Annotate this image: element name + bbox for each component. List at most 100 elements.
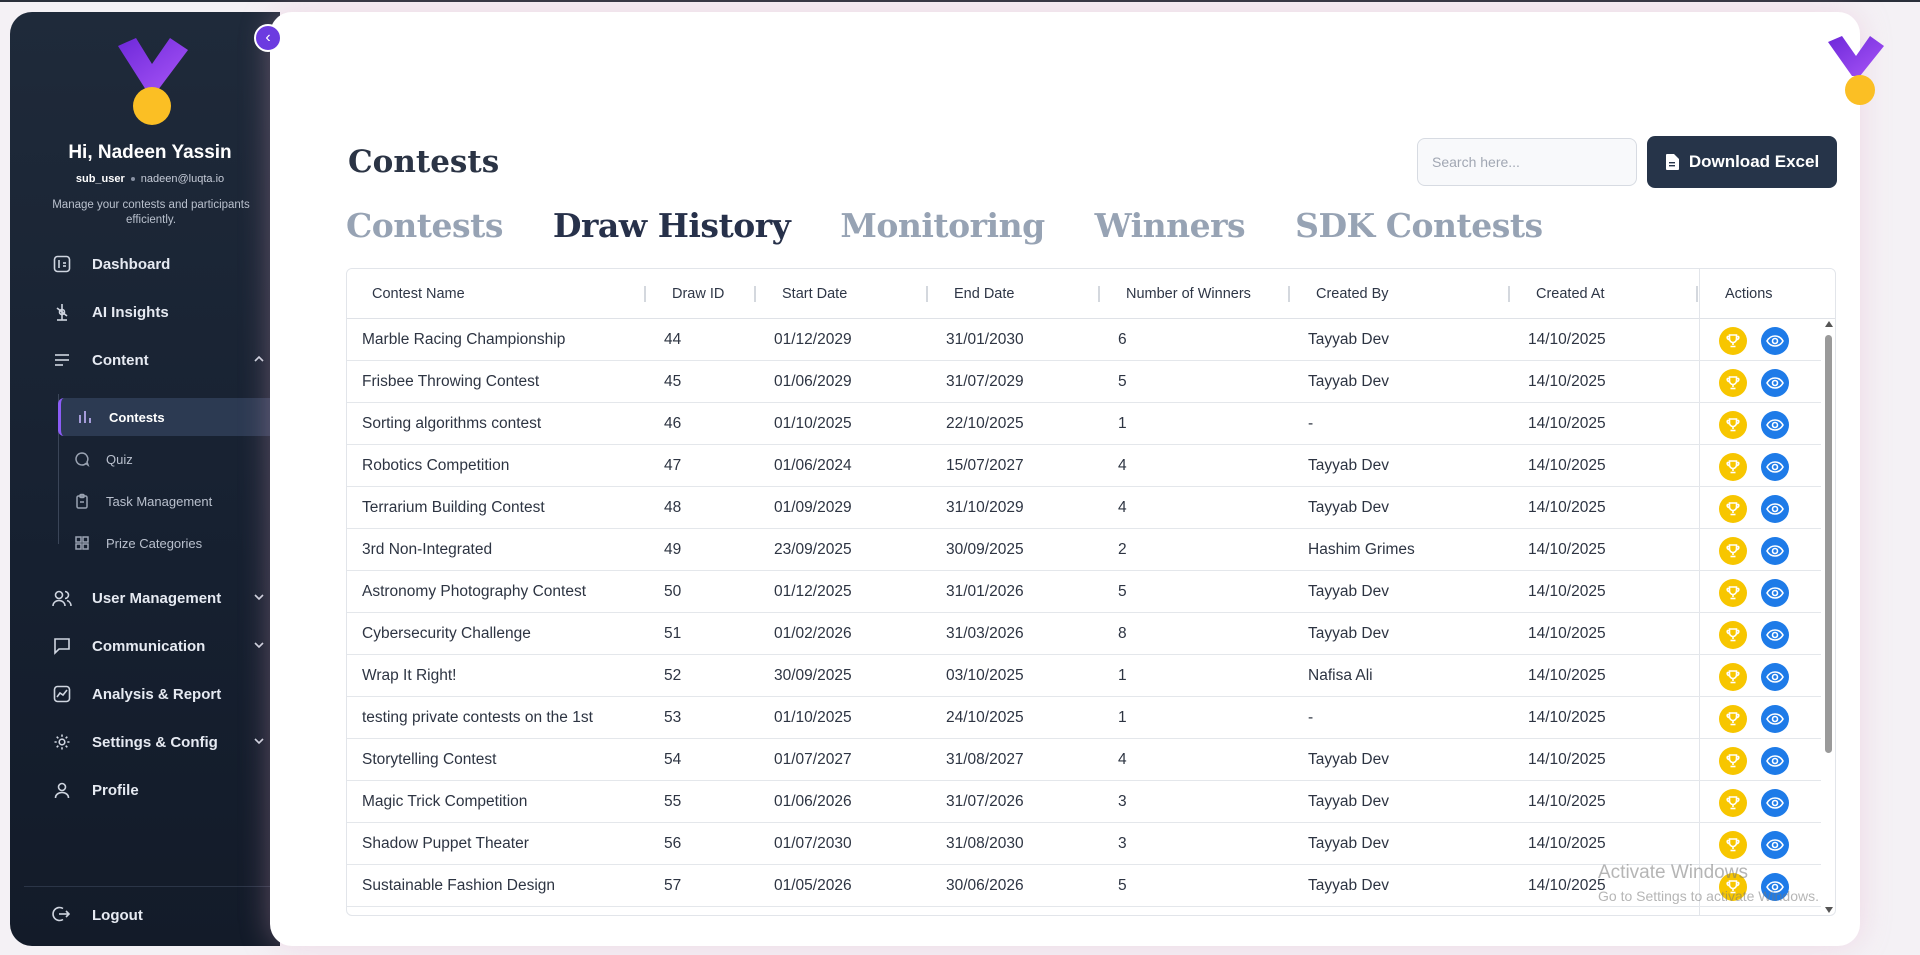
table-row[interactable]: Sorting algorithms contest 46 01/10/2025 22… [347, 403, 1821, 445]
trophy-icon[interactable] [1719, 537, 1747, 565]
tab-contests[interactable]: Contests [346, 206, 503, 245]
cell-number-of-winners: 5 [1118, 583, 1127, 600]
eye-icon[interactable] [1761, 411, 1789, 439]
eye-icon[interactable] [1761, 831, 1789, 859]
trophy-icon[interactable] [1719, 873, 1747, 901]
sidebar-subitem-prize-categories[interactable]: Prize Categories [58, 524, 280, 562]
sidebar-item-communication[interactable]: Communication [32, 626, 280, 666]
chevron-down-icon [254, 642, 264, 649]
logout-button[interactable]: Logout [32, 897, 143, 933]
column-resize-handle[interactable] [1508, 286, 1510, 302]
cell-number-of-winners: 4 [1118, 457, 1127, 474]
trophy-icon[interactable] [1719, 747, 1747, 775]
trophy-icon[interactable] [1719, 495, 1747, 523]
trophy-icon[interactable] [1719, 789, 1747, 817]
table-row[interactable]: Cybersecurity Challenge 51 01/02/2026 31/03… [347, 613, 1821, 655]
column-resize-handle[interactable] [1098, 286, 1100, 302]
sidebar-subitem-quiz[interactable]: Quiz [58, 440, 280, 478]
table-row[interactable]: Robotics Competition 47 01/06/2024 15/07/20… [347, 445, 1821, 487]
sidebar-item-label: Communication [92, 637, 206, 655]
trophy-icon[interactable] [1719, 663, 1747, 691]
trophy-icon[interactable] [1719, 705, 1747, 733]
trophy-icon[interactable] [1719, 621, 1747, 649]
gear-icon [52, 732, 72, 752]
eye-icon[interactable] [1761, 873, 1789, 901]
eye-icon[interactable] [1761, 453, 1789, 481]
trophy-icon[interactable] [1719, 579, 1747, 607]
sidebar-item-ai-insights[interactable]: AI Insights [32, 292, 280, 332]
scrollbar-thumb[interactable] [1825, 335, 1832, 753]
table-row[interactable]: 3rd Non-Integrated 49 23/09/2025 30/09/2025… [347, 529, 1821, 571]
eye-icon[interactable] [1761, 579, 1789, 607]
profile-icon [52, 780, 72, 800]
cell-contest-name: Frisbee Throwing Contest [362, 373, 540, 390]
eye-icon[interactable] [1761, 495, 1789, 523]
scroll-down-arrow-icon[interactable] [1825, 907, 1833, 913]
table-row[interactable]: Sustainable Fashion Design 57 01/05/2026 30… [347, 865, 1821, 907]
eye-icon[interactable] [1761, 747, 1789, 775]
cell-created-by: Tayyab Dev [1308, 877, 1389, 894]
trophy-icon[interactable] [1719, 327, 1747, 355]
table-row[interactable]: Frisbee Throwing Contest 45 01/06/2029 31/0… [347, 361, 1821, 403]
trophy-icon[interactable] [1719, 369, 1747, 397]
sidebar-item-analysis-report[interactable]: Analysis & Report [32, 674, 280, 714]
trophy-icon[interactable] [1719, 831, 1747, 859]
eye-icon[interactable] [1761, 705, 1789, 733]
column-header-number-of-winners[interactable]: Number of Winners [1126, 286, 1251, 302]
column-header-end-date[interactable]: End Date [954, 286, 1015, 302]
table-row[interactable]: Storytelling Contest 54 01/07/2027 31/08/20… [347, 739, 1821, 781]
chevron-down-icon [254, 594, 264, 601]
sidebar-item-content[interactable]: Content [32, 340, 280, 380]
eye-icon[interactable] [1761, 537, 1789, 565]
column-resize-handle[interactable] [754, 286, 756, 302]
scroll-up-arrow-icon[interactable] [1825, 321, 1833, 327]
table-scrollbar[interactable] [1823, 319, 1835, 915]
trophy-icon[interactable] [1719, 453, 1747, 481]
sidebar-collapse-button[interactable]: ‹ [254, 24, 282, 52]
sidebar-subitem-contests[interactable]: Contests [58, 398, 280, 436]
tab-monitoring[interactable]: Monitoring [840, 206, 1045, 245]
eye-icon[interactable] [1761, 327, 1789, 355]
column-header-draw-id[interactable]: Draw ID [672, 286, 725, 302]
column-header-created-at[interactable]: Created At [1536, 286, 1605, 302]
table-row[interactable]: testing private contests on the 1st 53 01/… [347, 697, 1821, 739]
download-excel-button[interactable]: Download Excel [1647, 136, 1837, 188]
eye-icon[interactable] [1761, 789, 1789, 817]
sidebar-item-settings-config[interactable]: Settings & Config [32, 722, 280, 762]
column-resize-handle[interactable] [1696, 286, 1698, 302]
eye-icon[interactable] [1761, 369, 1789, 397]
tab-sdk-contests[interactable]: SDK Contests [1295, 206, 1543, 245]
sidebar-item-label: Profile [92, 781, 139, 799]
cell-created-at: 14/10/2025 [1528, 499, 1606, 516]
column-header-created-by[interactable]: Created By [1316, 286, 1389, 302]
cell-contest-name: Astronomy Photography Contest [362, 583, 587, 600]
tab-draw-history[interactable]: Draw History [552, 206, 791, 245]
table-row[interactable]: Astronomy Photography Contest 50 01/12/202… [347, 571, 1821, 613]
cell-start-date: 01/09/2029 [774, 499, 852, 516]
bar-chart-icon [77, 409, 93, 425]
sidebar-item-profile[interactable]: Profile [32, 770, 280, 810]
column-header-contest-name[interactable]: Contest Name [372, 286, 465, 302]
trophy-icon[interactable] [1719, 411, 1747, 439]
table-row[interactable]: Marble Racing Championship 44 01/12/2029 31… [347, 319, 1821, 361]
cell-draw-id: 47 [664, 457, 682, 474]
table-row[interactable]: Shadow Puppet Theater 56 01/07/2030 31/08/2… [347, 823, 1821, 865]
search-input[interactable] [1417, 138, 1637, 186]
cell-start-date: 01/07/2027 [774, 751, 852, 768]
sidebar-item-dashboard[interactable]: Dashboard [32, 244, 280, 284]
table-row[interactable]: Magic Trick Competition 55 01/06/2026 31/07… [347, 781, 1821, 823]
table-row[interactable]: Terrarium Building Contest 48 01/09/2029 31… [347, 487, 1821, 529]
column-header-start-date[interactable]: Start Date [782, 286, 848, 302]
logout-section: Logout [24, 886, 280, 924]
eye-icon[interactable] [1761, 663, 1789, 691]
sidebar-subitem-task-management[interactable]: Task Management [58, 482, 280, 520]
sidebar-item-user-management[interactable]: User Management [32, 578, 280, 618]
eye-icon[interactable] [1761, 621, 1789, 649]
column-resize-handle[interactable] [644, 286, 646, 302]
tab-winners[interactable]: Winners [1094, 206, 1246, 245]
cell-end-date: 30/06/2026 [946, 877, 1024, 894]
column-resize-handle[interactable] [926, 286, 928, 302]
table-row[interactable]: Wrap It Right! 52 30/09/2025 03/10/2025 1 Naf… [347, 655, 1821, 697]
cell-created-by: - [1308, 415, 1314, 432]
column-resize-handle[interactable] [1288, 286, 1290, 302]
